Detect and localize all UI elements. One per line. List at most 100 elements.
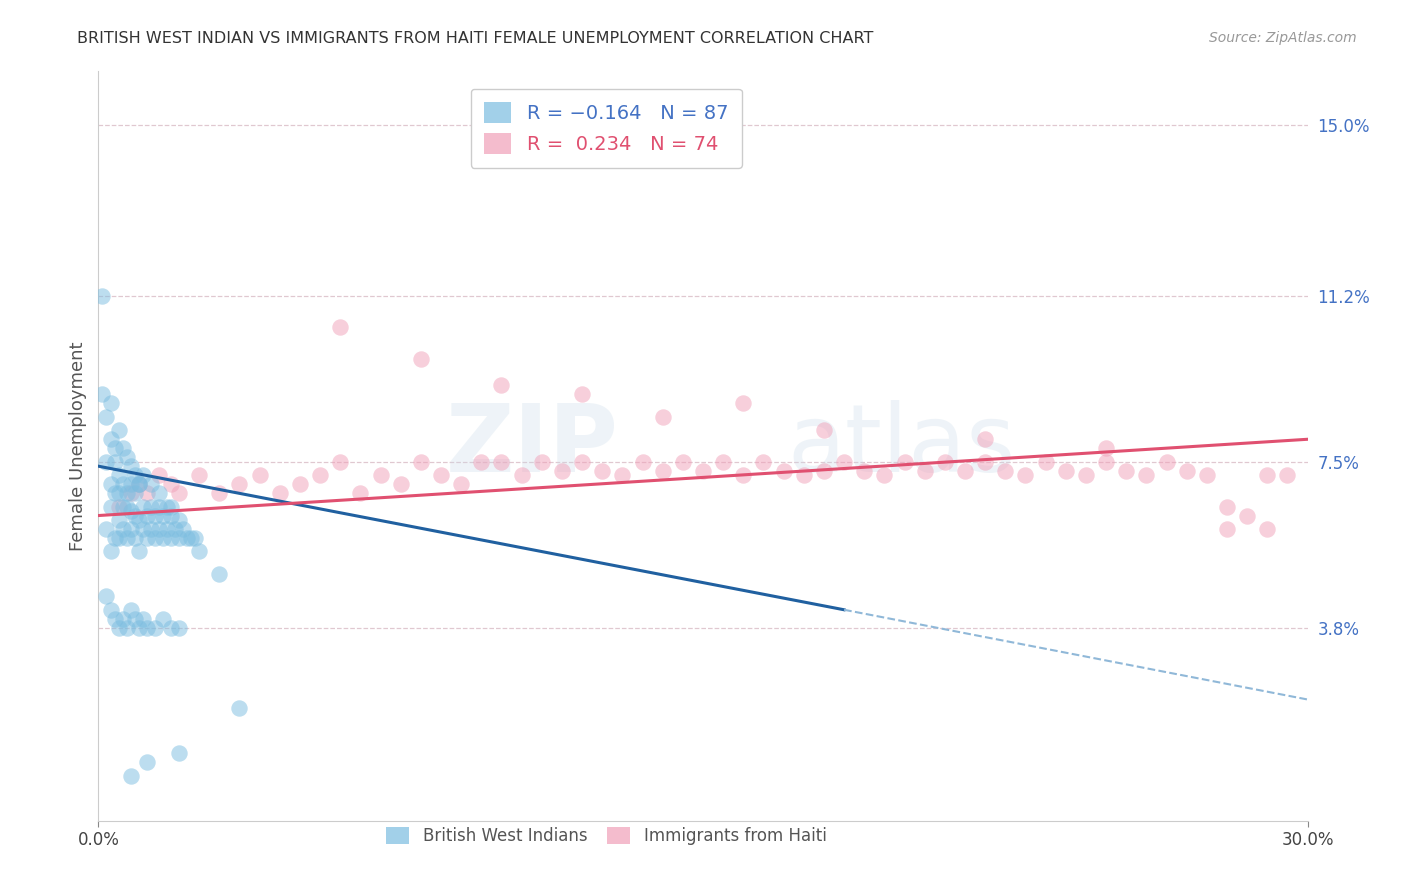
Point — [124, 531, 146, 545]
Point — [148, 500, 170, 514]
Point — [953, 464, 976, 478]
Point — [934, 455, 956, 469]
Point — [994, 464, 1017, 478]
Point — [124, 612, 146, 626]
Point — [893, 455, 915, 469]
Point — [1135, 468, 1157, 483]
Point — [853, 464, 876, 478]
Point — [115, 450, 138, 465]
Point — [128, 477, 150, 491]
Point — [1175, 464, 1198, 478]
Point — [733, 468, 755, 483]
Point — [188, 468, 211, 483]
Point — [103, 612, 125, 626]
Point — [309, 468, 332, 483]
Point — [120, 522, 142, 536]
Point — [208, 566, 231, 581]
Text: atlas: atlas — [787, 400, 1017, 492]
Point — [160, 531, 183, 545]
Point — [176, 531, 198, 545]
Y-axis label: Female Unemployment: Female Unemployment — [69, 342, 87, 550]
Point — [120, 477, 142, 491]
Point — [96, 590, 118, 604]
Point — [510, 468, 533, 483]
Point — [103, 531, 125, 545]
Point — [124, 508, 146, 523]
Point — [1216, 500, 1239, 514]
Point — [1014, 468, 1036, 483]
Point — [974, 432, 997, 446]
Point — [329, 455, 352, 469]
Point — [120, 769, 142, 783]
Text: Source: ZipAtlas.com: Source: ZipAtlas.com — [1209, 31, 1357, 45]
Point — [124, 486, 146, 500]
Point — [551, 464, 574, 478]
Point — [184, 531, 207, 545]
Point — [135, 486, 157, 500]
Point — [349, 486, 371, 500]
Point — [172, 522, 194, 536]
Point — [288, 477, 311, 491]
Point — [96, 522, 118, 536]
Point — [228, 477, 250, 491]
Point — [107, 531, 129, 545]
Point — [132, 522, 155, 536]
Point — [370, 468, 392, 483]
Point — [148, 468, 170, 483]
Point — [91, 387, 114, 401]
Point — [873, 468, 896, 483]
Point — [115, 500, 138, 514]
Point — [160, 508, 183, 523]
Point — [91, 288, 114, 302]
Point — [329, 320, 352, 334]
Point — [491, 455, 513, 469]
Point — [100, 396, 122, 410]
Point — [143, 508, 166, 523]
Point — [167, 531, 190, 545]
Point — [148, 486, 170, 500]
Point — [120, 504, 142, 518]
Point — [1236, 508, 1258, 523]
Point — [115, 486, 138, 500]
Point — [103, 486, 125, 500]
Point — [139, 522, 162, 536]
Point — [100, 544, 122, 558]
Point — [167, 747, 190, 761]
Point — [208, 486, 231, 500]
Point — [160, 621, 183, 635]
Point — [143, 531, 166, 545]
Point — [692, 464, 714, 478]
Point — [1054, 464, 1077, 478]
Point — [269, 486, 291, 500]
Point — [450, 477, 472, 491]
Point — [571, 455, 593, 469]
Point — [914, 464, 936, 478]
Point — [152, 508, 174, 523]
Point — [135, 756, 157, 770]
Point — [107, 486, 129, 500]
Point — [612, 468, 634, 483]
Point — [120, 459, 142, 474]
Point — [1074, 468, 1097, 483]
Point — [111, 522, 134, 536]
Point — [156, 500, 179, 514]
Point — [409, 455, 432, 469]
Point — [1115, 464, 1137, 478]
Point — [692, 118, 714, 132]
Point — [156, 522, 179, 536]
Point — [115, 621, 138, 635]
Point — [111, 442, 134, 456]
Point — [135, 508, 157, 523]
Point — [772, 464, 794, 478]
Point — [832, 455, 855, 469]
Point — [107, 500, 129, 514]
Point — [188, 544, 211, 558]
Point — [1216, 522, 1239, 536]
Point — [389, 477, 412, 491]
Point — [733, 396, 755, 410]
Point — [100, 603, 122, 617]
Text: BRITISH WEST INDIAN VS IMMIGRANTS FROM HAITI FEMALE UNEMPLOYMENT CORRELATION CHA: BRITISH WEST INDIAN VS IMMIGRANTS FROM H… — [77, 31, 873, 46]
Point — [430, 468, 453, 483]
Point — [152, 531, 174, 545]
Point — [135, 621, 157, 635]
